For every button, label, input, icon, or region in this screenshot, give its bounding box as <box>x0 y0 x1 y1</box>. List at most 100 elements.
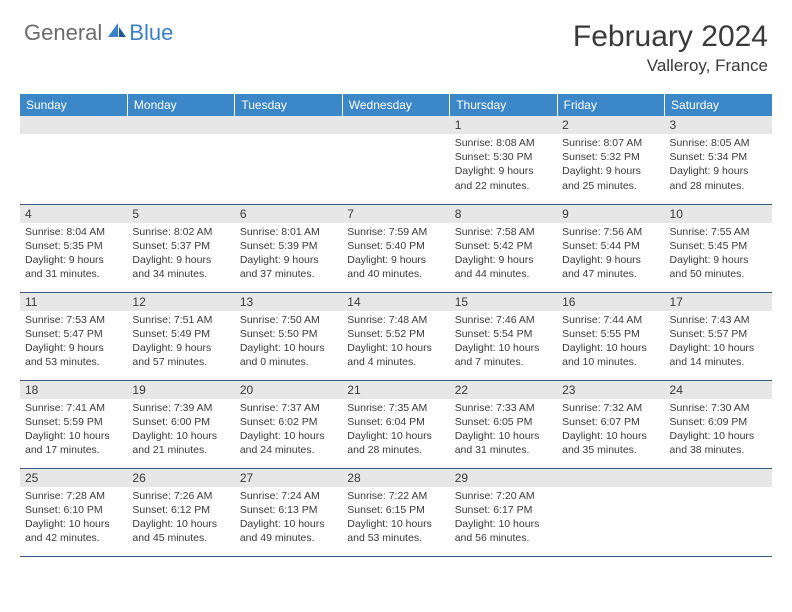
logo-text-general: General <box>24 20 102 46</box>
day-number: 10 <box>665 205 772 223</box>
calendar-cell <box>342 116 449 204</box>
empty-day-header <box>557 469 664 487</box>
title-block: February 2024 Valleroy, France <box>573 20 768 76</box>
weekday-header: Tuesday <box>235 94 342 116</box>
calendar-cell: 28Sunrise: 7:22 AMSunset: 6:15 PMDayligh… <box>342 468 449 556</box>
weekday-header: Saturday <box>665 94 772 116</box>
calendar-cell: 17Sunrise: 7:43 AMSunset: 5:57 PMDayligh… <box>665 292 772 380</box>
empty-day-header <box>665 469 772 487</box>
day-info: Sunrise: 7:46 AMSunset: 5:54 PMDaylight:… <box>450 311 557 372</box>
day-number: 3 <box>665 116 772 134</box>
day-info: Sunrise: 8:04 AMSunset: 5:35 PMDaylight:… <box>20 223 127 284</box>
calendar-body: 1Sunrise: 8:08 AMSunset: 5:30 PMDaylight… <box>20 116 772 556</box>
day-info: Sunrise: 7:24 AMSunset: 6:13 PMDaylight:… <box>235 487 342 548</box>
calendar-cell: 6Sunrise: 8:01 AMSunset: 5:39 PMDaylight… <box>235 204 342 292</box>
day-info: Sunrise: 7:35 AMSunset: 6:04 PMDaylight:… <box>342 399 449 460</box>
day-number: 26 <box>127 469 234 487</box>
day-number: 15 <box>450 293 557 311</box>
calendar-cell <box>20 116 127 204</box>
calendar-week-row: 18Sunrise: 7:41 AMSunset: 5:59 PMDayligh… <box>20 380 772 468</box>
day-number: 21 <box>342 381 449 399</box>
calendar-week-row: 11Sunrise: 7:53 AMSunset: 5:47 PMDayligh… <box>20 292 772 380</box>
day-number: 18 <box>20 381 127 399</box>
calendar-cell: 7Sunrise: 7:59 AMSunset: 5:40 PMDaylight… <box>342 204 449 292</box>
day-info: Sunrise: 7:32 AMSunset: 6:07 PMDaylight:… <box>557 399 664 460</box>
day-number: 28 <box>342 469 449 487</box>
calendar-cell: 2Sunrise: 8:07 AMSunset: 5:32 PMDaylight… <box>557 116 664 204</box>
calendar-table: SundayMondayTuesdayWednesdayThursdayFrid… <box>20 94 772 557</box>
day-number: 12 <box>127 293 234 311</box>
day-number: 7 <box>342 205 449 223</box>
calendar-cell: 11Sunrise: 7:53 AMSunset: 5:47 PMDayligh… <box>20 292 127 380</box>
day-info: Sunrise: 7:58 AMSunset: 5:42 PMDaylight:… <box>450 223 557 284</box>
empty-day-header <box>342 116 449 134</box>
day-info: Sunrise: 7:37 AMSunset: 6:02 PMDaylight:… <box>235 399 342 460</box>
day-number: 13 <box>235 293 342 311</box>
logo: General Blue <box>24 20 173 46</box>
day-info: Sunrise: 8:05 AMSunset: 5:34 PMDaylight:… <box>665 134 772 195</box>
day-number: 29 <box>450 469 557 487</box>
day-info: Sunrise: 7:43 AMSunset: 5:57 PMDaylight:… <box>665 311 772 372</box>
calendar-cell: 1Sunrise: 8:08 AMSunset: 5:30 PMDaylight… <box>450 116 557 204</box>
empty-day-header <box>20 116 127 134</box>
day-number: 5 <box>127 205 234 223</box>
calendar-cell: 29Sunrise: 7:20 AMSunset: 6:17 PMDayligh… <box>450 468 557 556</box>
calendar-cell: 8Sunrise: 7:58 AMSunset: 5:42 PMDaylight… <box>450 204 557 292</box>
empty-day-header <box>127 116 234 134</box>
weekday-header: Wednesday <box>342 94 449 116</box>
calendar-cell: 5Sunrise: 8:02 AMSunset: 5:37 PMDaylight… <box>127 204 234 292</box>
day-info: Sunrise: 7:56 AMSunset: 5:44 PMDaylight:… <box>557 223 664 284</box>
day-number: 6 <box>235 205 342 223</box>
calendar-cell: 26Sunrise: 7:26 AMSunset: 6:12 PMDayligh… <box>127 468 234 556</box>
day-info: Sunrise: 7:22 AMSunset: 6:15 PMDaylight:… <box>342 487 449 548</box>
day-info: Sunrise: 7:53 AMSunset: 5:47 PMDaylight:… <box>20 311 127 372</box>
calendar-cell: 21Sunrise: 7:35 AMSunset: 6:04 PMDayligh… <box>342 380 449 468</box>
calendar-cell: 24Sunrise: 7:30 AMSunset: 6:09 PMDayligh… <box>665 380 772 468</box>
weekday-header: Friday <box>557 94 664 116</box>
weekday-header: Thursday <box>450 94 557 116</box>
calendar-cell: 12Sunrise: 7:51 AMSunset: 5:49 PMDayligh… <box>127 292 234 380</box>
empty-day-header <box>235 116 342 134</box>
day-info: Sunrise: 7:51 AMSunset: 5:49 PMDaylight:… <box>127 311 234 372</box>
day-number: 14 <box>342 293 449 311</box>
day-info: Sunrise: 7:30 AMSunset: 6:09 PMDaylight:… <box>665 399 772 460</box>
calendar-cell: 14Sunrise: 7:48 AMSunset: 5:52 PMDayligh… <box>342 292 449 380</box>
day-info: Sunrise: 7:20 AMSunset: 6:17 PMDaylight:… <box>450 487 557 548</box>
calendar-cell: 3Sunrise: 8:05 AMSunset: 5:34 PMDaylight… <box>665 116 772 204</box>
day-number: 17 <box>665 293 772 311</box>
calendar-cell: 10Sunrise: 7:55 AMSunset: 5:45 PMDayligh… <box>665 204 772 292</box>
weekday-header: Sunday <box>20 94 127 116</box>
month-title: February 2024 <box>573 20 768 54</box>
logo-text-blue: Blue <box>129 20 173 46</box>
calendar-cell <box>557 468 664 556</box>
day-info: Sunrise: 8:07 AMSunset: 5:32 PMDaylight:… <box>557 134 664 195</box>
day-info: Sunrise: 7:48 AMSunset: 5:52 PMDaylight:… <box>342 311 449 372</box>
day-info: Sunrise: 8:02 AMSunset: 5:37 PMDaylight:… <box>127 223 234 284</box>
calendar-cell: 22Sunrise: 7:33 AMSunset: 6:05 PMDayligh… <box>450 380 557 468</box>
day-number: 8 <box>450 205 557 223</box>
weekday-header-row: SundayMondayTuesdayWednesdayThursdayFrid… <box>20 94 772 116</box>
day-info: Sunrise: 7:50 AMSunset: 5:50 PMDaylight:… <box>235 311 342 372</box>
calendar-cell <box>665 468 772 556</box>
day-info: Sunrise: 7:28 AMSunset: 6:10 PMDaylight:… <box>20 487 127 548</box>
day-number: 11 <box>20 293 127 311</box>
weekday-header: Monday <box>127 94 234 116</box>
day-number: 2 <box>557 116 664 134</box>
day-info: Sunrise: 7:26 AMSunset: 6:12 PMDaylight:… <box>127 487 234 548</box>
calendar-week-row: 25Sunrise: 7:28 AMSunset: 6:10 PMDayligh… <box>20 468 772 556</box>
calendar-week-row: 1Sunrise: 8:08 AMSunset: 5:30 PMDaylight… <box>20 116 772 204</box>
calendar-cell: 4Sunrise: 8:04 AMSunset: 5:35 PMDaylight… <box>20 204 127 292</box>
header: General Blue February 2024 Valleroy, Fra… <box>0 0 792 84</box>
calendar-cell: 23Sunrise: 7:32 AMSunset: 6:07 PMDayligh… <box>557 380 664 468</box>
day-info: Sunrise: 7:41 AMSunset: 5:59 PMDaylight:… <box>20 399 127 460</box>
day-info: Sunrise: 8:01 AMSunset: 5:39 PMDaylight:… <box>235 223 342 284</box>
day-number: 27 <box>235 469 342 487</box>
calendar-cell: 16Sunrise: 7:44 AMSunset: 5:55 PMDayligh… <box>557 292 664 380</box>
calendar-cell <box>235 116 342 204</box>
calendar-week-row: 4Sunrise: 8:04 AMSunset: 5:35 PMDaylight… <box>20 204 772 292</box>
day-info: Sunrise: 8:08 AMSunset: 5:30 PMDaylight:… <box>450 134 557 195</box>
day-info: Sunrise: 7:44 AMSunset: 5:55 PMDaylight:… <box>557 311 664 372</box>
day-info: Sunrise: 7:39 AMSunset: 6:00 PMDaylight:… <box>127 399 234 460</box>
day-info: Sunrise: 7:59 AMSunset: 5:40 PMDaylight:… <box>342 223 449 284</box>
day-number: 25 <box>20 469 127 487</box>
